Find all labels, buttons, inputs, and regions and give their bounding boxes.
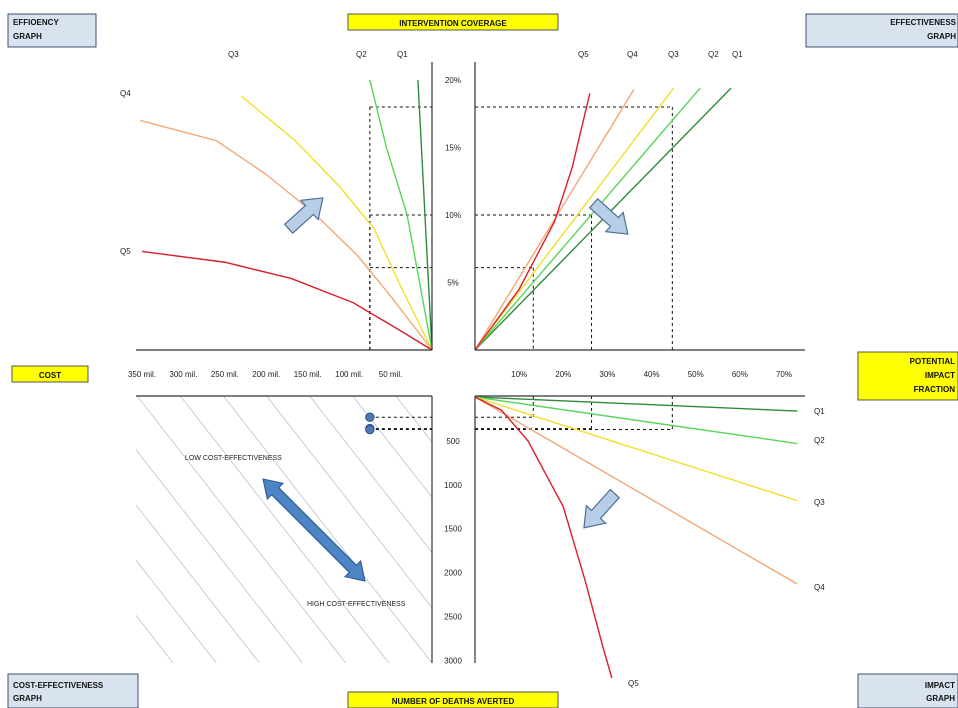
- efficiency-series-label-q3: Q3: [228, 50, 239, 59]
- effectiveness-x-tick-label: 60%: [732, 370, 748, 379]
- effectiveness-x-tick-label: 70%: [776, 370, 792, 379]
- efficiency-series-q5: [141, 250, 433, 351]
- efficiency-x-tick-label: 300 mil.: [169, 370, 197, 379]
- bottom-right-box-line-1: IMPACT: [925, 681, 955, 690]
- impact-y-tick-label: 1500: [444, 525, 462, 534]
- top-center-label: INTERVENTION COVERAGE: [347, 13, 559, 31]
- impact-arrow: [583, 488, 621, 529]
- left-center-label-text: COST: [39, 371, 61, 380]
- effectiveness-series-label-q3: Q3: [668, 50, 679, 59]
- effectiveness-x-tick-label: 40%: [644, 370, 660, 379]
- impact-series-label-q4: Q4: [814, 583, 825, 592]
- efficiency-series-label-q4: Q4: [120, 89, 131, 98]
- bottom-right-box-frame: [857, 673, 958, 708]
- effectiveness-x-tick-label: 30%: [599, 370, 615, 379]
- effectiveness-series-label-q2: Q2: [708, 50, 719, 59]
- effectiveness-x-tick-label: 20%: [555, 370, 571, 379]
- right-center-label-line-1: POTENTIAL: [910, 357, 955, 366]
- impact-series-label-q3: Q3: [814, 498, 825, 507]
- low-cost-effectiveness-label: LOW COST-EFFECTIVENESS: [185, 455, 282, 462]
- efficiency-x-tick-label: 200 mil.: [252, 370, 280, 379]
- bottom-left-box-frame: [7, 673, 139, 708]
- impact-series-q2: [474, 396, 798, 445]
- efficiency-x-tick-label: 350 mil.: [128, 370, 156, 379]
- efficiency-series-label-q5: Q5: [120, 247, 131, 256]
- efficiency-x-tick-label: 150 mil.: [294, 370, 322, 379]
- efficiency-y-tick-label: 15%: [445, 144, 461, 153]
- bottom-center-label-text: NUMBER OF DEATHS AVERTED: [392, 697, 515, 706]
- cost-effectiveness-point: [365, 412, 375, 422]
- effectiveness-series-label-q4: Q4: [627, 50, 638, 59]
- impact-y-tick-label: 2500: [444, 613, 462, 622]
- efficiency-x-tick-label: 250 mil.: [211, 370, 239, 379]
- effectiveness-arrow: [588, 197, 629, 235]
- left-center-label: COST: [11, 365, 89, 383]
- efficiency-series-label-q2: Q2: [356, 50, 367, 59]
- efficiency-series-q3: [240, 95, 433, 351]
- effectiveness-x-tick-label: 10%: [511, 370, 527, 379]
- bottom-right-box-line-2: GRAPH: [926, 694, 955, 703]
- top-center-label-text: INTERVENTION COVERAGE: [399, 19, 507, 28]
- impact-series-q5: [474, 396, 613, 679]
- impact-y-tick-label: 1000: [444, 481, 462, 490]
- top-left-box-frame: [7, 13, 97, 48]
- bottom-left-box: COST-EFFECTIVENESS GRAPH: [7, 673, 139, 708]
- efficiency-series-label-q1: Q1: [397, 50, 408, 59]
- right-center-label: POTENTIAL IMPACT FRACTION: [857, 351, 958, 401]
- bottom-left-box-line-2: GRAPH: [13, 694, 42, 703]
- effectiveness-series-q2: [474, 87, 701, 351]
- efficiency-x-tick-label: 50 mil.: [379, 370, 403, 379]
- impact-series-label-q5: Q5: [628, 679, 639, 688]
- efficiency-arrow: [283, 197, 324, 235]
- impact-y-tick-label: 2000: [444, 569, 462, 578]
- top-right-box-frame: [805, 13, 958, 48]
- top-left-box-line-2: GRAPH: [13, 32, 42, 41]
- effectiveness-x-tick-label: 50%: [688, 370, 704, 379]
- impact-series-label-q1: Q1: [814, 407, 825, 416]
- efficiency-y-tick-label: 5%: [447, 279, 459, 288]
- top-right-box-line-1: EFFECTIVENESS: [890, 18, 956, 27]
- effectiveness-series-label-q1: Q1: [732, 50, 743, 59]
- right-center-label-line-2: IMPACT: [925, 371, 955, 380]
- top-right-box-line-2: GRAPH: [927, 32, 956, 41]
- bottom-center-label-box: [347, 691, 559, 708]
- right-center-label-box: [857, 351, 958, 401]
- right-center-label-line-3: FRACTION: [914, 385, 956, 394]
- top-center-label-box: [347, 13, 559, 31]
- impact-series-q1: [474, 396, 798, 412]
- effectiveness-series-label-q5: Q5: [578, 50, 589, 59]
- impact-y-tick-label: 500: [446, 437, 460, 446]
- bottom-right-box: IMPACT GRAPH: [857, 673, 958, 708]
- efficiency-series-q1: [417, 79, 433, 351]
- efficiency-y-tick-label: 20%: [445, 76, 461, 85]
- impact-series-q3: [474, 396, 798, 502]
- top-right-box: EFFECTIVENESS GRAPH: [805, 13, 958, 48]
- cost-effectiveness-hatch: [136, 396, 432, 663]
- high-cost-effectiveness-label: HIGH COST-EFFECTIVENESS: [307, 601, 406, 608]
- impact-series-q4: [474, 396, 798, 585]
- top-left-box: EFFIOENCY GRAPH: [7, 13, 97, 48]
- top-left-box-line-1: EFFIOENCY: [13, 18, 59, 27]
- efficiency-x-tick-label: 100 mil.: [335, 370, 363, 379]
- impact-y-tick-label: 3000: [444, 656, 462, 665]
- bottom-left-box-line-1: COST-EFFECTIVENESS: [13, 681, 104, 690]
- effectiveness-series-q5: [474, 93, 591, 351]
- cost-effectiveness-double-arrow: [262, 478, 366, 582]
- cost-effectiveness-point: [365, 424, 375, 435]
- bottom-center-label: NUMBER OF DEATHS AVERTED: [347, 691, 559, 708]
- effectiveness-series-q3: [474, 87, 675, 351]
- left-center-label-box: [11, 365, 89, 383]
- impact-series-label-q2: Q2: [814, 436, 825, 445]
- efficiency-y-tick-label: 10%: [445, 211, 461, 220]
- efficiency-series-q2: [369, 79, 433, 351]
